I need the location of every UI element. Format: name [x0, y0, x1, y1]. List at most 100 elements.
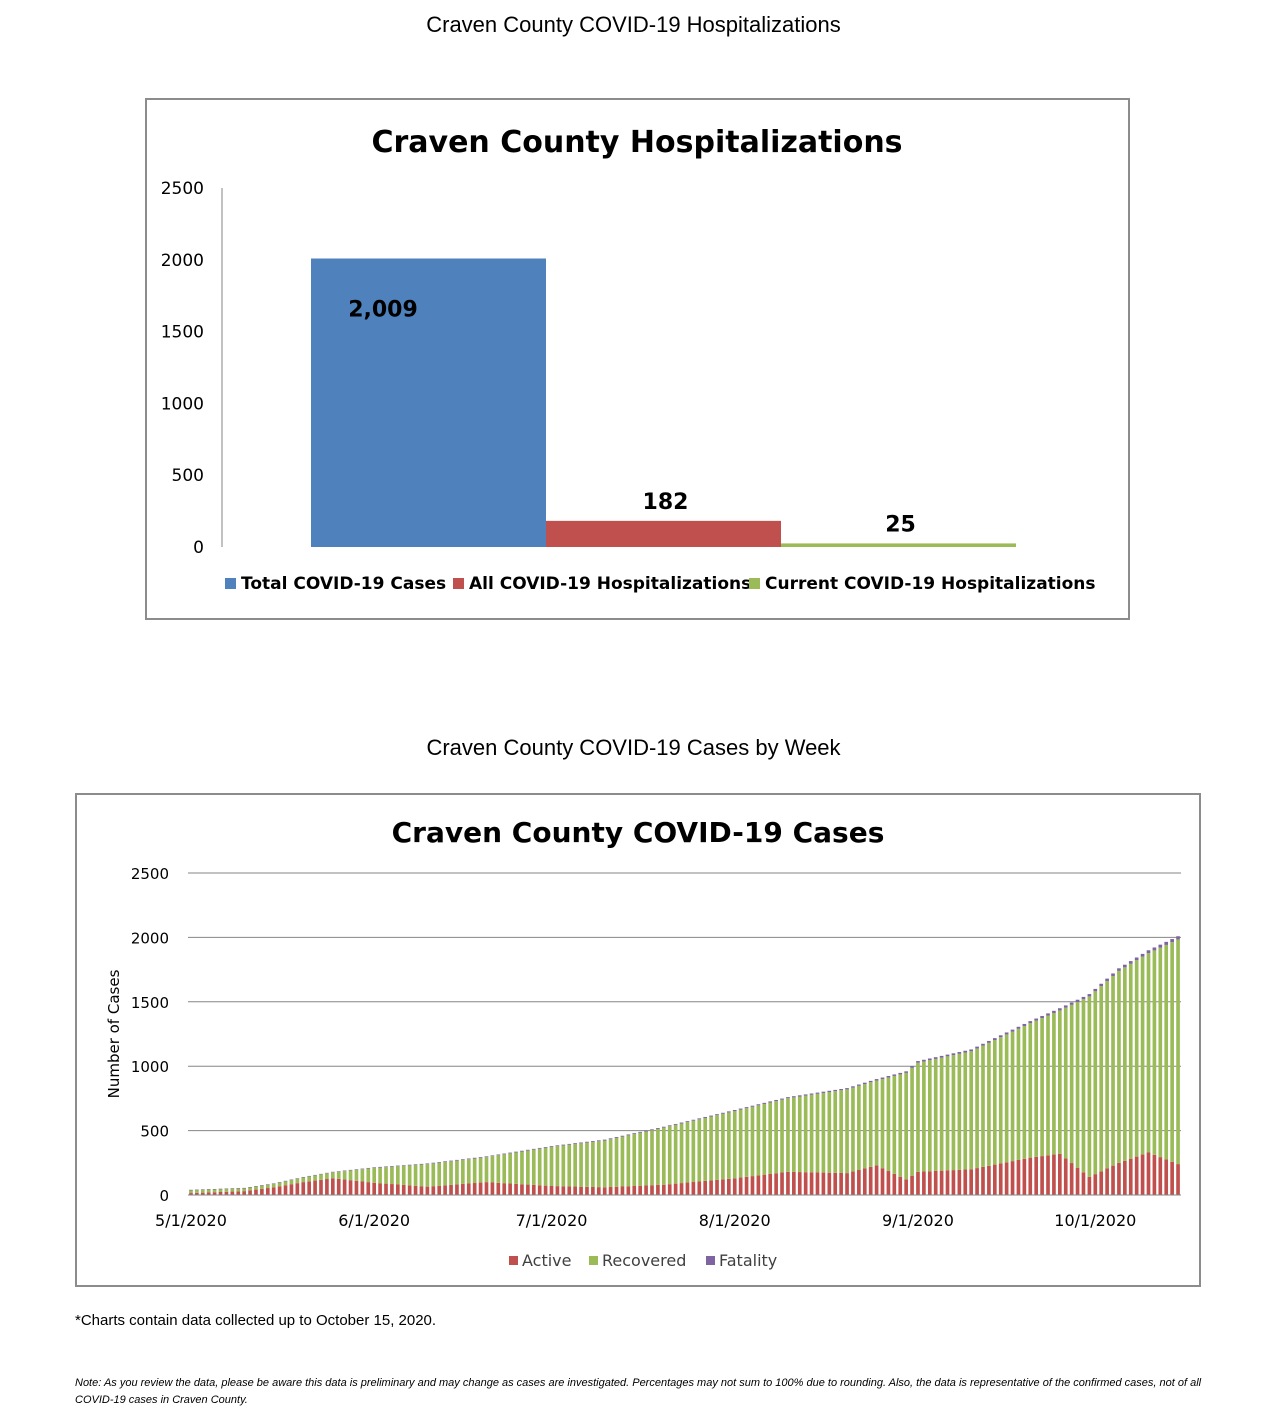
bar-recovered — [277, 1182, 282, 1187]
bar-recovered — [1099, 986, 1104, 1172]
bar-fatality — [1123, 964, 1127, 968]
chart-title: Craven County Hospitalizations — [371, 125, 902, 160]
bar-active — [650, 1185, 654, 1195]
bar-active — [1134, 1156, 1139, 1195]
legend-swatch — [706, 1256, 715, 1265]
bar-fatality — [786, 1097, 790, 1099]
legend-label: Active — [522, 1251, 572, 1270]
bar-active — [248, 1190, 252, 1195]
bar-recovered — [951, 1055, 956, 1171]
bar-active — [1099, 1171, 1104, 1195]
bar-recovered — [224, 1188, 229, 1192]
bar-recovered — [573, 1144, 577, 1187]
bar-fatality — [667, 1125, 672, 1127]
bar-recovered — [857, 1085, 861, 1171]
legend-label: Recovered — [602, 1251, 686, 1270]
bar-recovered — [413, 1164, 418, 1186]
bar-fatality — [520, 1150, 524, 1152]
bar-fatality — [685, 1121, 690, 1123]
bar-fatality — [1028, 1021, 1033, 1024]
bar-recovered — [750, 1106, 755, 1177]
bar-fatality — [1146, 950, 1151, 954]
cases-chart-svg: Craven County COVID-19 Cases 0 500 1000 1500… — [105, 816, 1181, 1270]
bar-recovered — [1158, 947, 1163, 1158]
y-tick-label: 2500 — [131, 865, 169, 883]
bar-recovered — [1063, 1007, 1068, 1159]
bar-fatality — [744, 1107, 749, 1109]
bar-active — [945, 1170, 950, 1195]
bar-active — [1164, 1159, 1169, 1195]
bar-recovered — [880, 1078, 885, 1169]
bar-fatality — [1099, 983, 1104, 987]
bar-recovered — [336, 1171, 341, 1179]
bar-active — [750, 1176, 755, 1195]
bar-fatality — [1022, 1023, 1027, 1026]
bar-fatality — [1046, 1013, 1050, 1016]
bar-active — [626, 1186, 631, 1195]
bar-recovered — [248, 1187, 252, 1191]
bar-active — [1123, 1160, 1127, 1195]
bar-active — [886, 1171, 891, 1195]
bar-fatality — [1034, 1018, 1039, 1021]
bar-active — [998, 1163, 1003, 1195]
bar-fatality — [212, 1188, 217, 1190]
bar-active — [1028, 1157, 1033, 1195]
bar-active — [1093, 1174, 1098, 1195]
bar-active — [738, 1177, 743, 1195]
bar-fatality — [697, 1118, 702, 1120]
bar-recovered — [461, 1159, 465, 1184]
x-tick-label: 6/1/2020 — [338, 1211, 410, 1230]
bar-fatality — [957, 1052, 962, 1054]
bar-fatality — [927, 1058, 932, 1061]
bar-recovered — [797, 1096, 802, 1173]
bar-recovered — [656, 1128, 660, 1185]
bar-recovered — [650, 1130, 654, 1186]
bar-active — [200, 1192, 205, 1195]
legend-label: Current COVID-19 Hospitalizations — [765, 574, 1096, 594]
bar-recovered — [555, 1146, 560, 1187]
bar-recovered — [307, 1176, 312, 1182]
hospitalizations-chart: Craven County Hospitalizations 0 500 1000 15… — [145, 98, 1130, 620]
data-label: 25 — [885, 512, 916, 537]
bar-fatality — [431, 1162, 436, 1164]
bar-fatality — [526, 1149, 530, 1151]
bar-recovered — [626, 1135, 631, 1187]
bar-fatality — [325, 1172, 329, 1174]
legend-swatch — [225, 578, 236, 589]
bar-fatality — [366, 1167, 371, 1169]
bar-recovered — [520, 1151, 524, 1185]
bar-active — [325, 1179, 329, 1195]
bar-fatality — [1140, 953, 1145, 957]
bar-active — [567, 1186, 572, 1195]
bar-recovered — [579, 1143, 583, 1187]
bar-recovered — [874, 1080, 879, 1166]
cases-chart: Craven County COVID-19 Cases 0 500 1000 1500… — [75, 793, 1201, 1287]
bar-recovered — [1152, 950, 1157, 1155]
bar-active — [449, 1184, 453, 1195]
bar-recovered — [1105, 981, 1109, 1169]
hospitalizations-chart-svg: Craven County Hospitalizations 0 500 1000 15… — [161, 125, 1096, 594]
bar-recovered — [981, 1045, 985, 1167]
bar-active — [224, 1191, 229, 1195]
bar-active — [981, 1166, 985, 1195]
bar-active — [1140, 1154, 1145, 1195]
bar-active — [992, 1164, 997, 1195]
bar-recovered — [443, 1162, 447, 1186]
bar-1 — [311, 258, 546, 547]
bar-recovered — [987, 1042, 991, 1166]
bar-recovered — [1087, 996, 1092, 1177]
bar-fatality — [768, 1101, 773, 1103]
bar-active — [975, 1168, 979, 1195]
bar-fatality — [963, 1050, 968, 1053]
bar-active — [898, 1176, 903, 1195]
bar-recovered — [561, 1145, 566, 1187]
bar-recovered — [437, 1162, 442, 1186]
bar-active — [667, 1184, 672, 1195]
bar-active — [868, 1166, 873, 1195]
bar-active — [703, 1180, 708, 1195]
bar-active — [419, 1186, 424, 1195]
bar-recovered — [602, 1140, 607, 1188]
bar-recovered — [833, 1091, 838, 1173]
bar-recovered — [1164, 944, 1169, 1160]
legend-swatch — [589, 1256, 598, 1265]
